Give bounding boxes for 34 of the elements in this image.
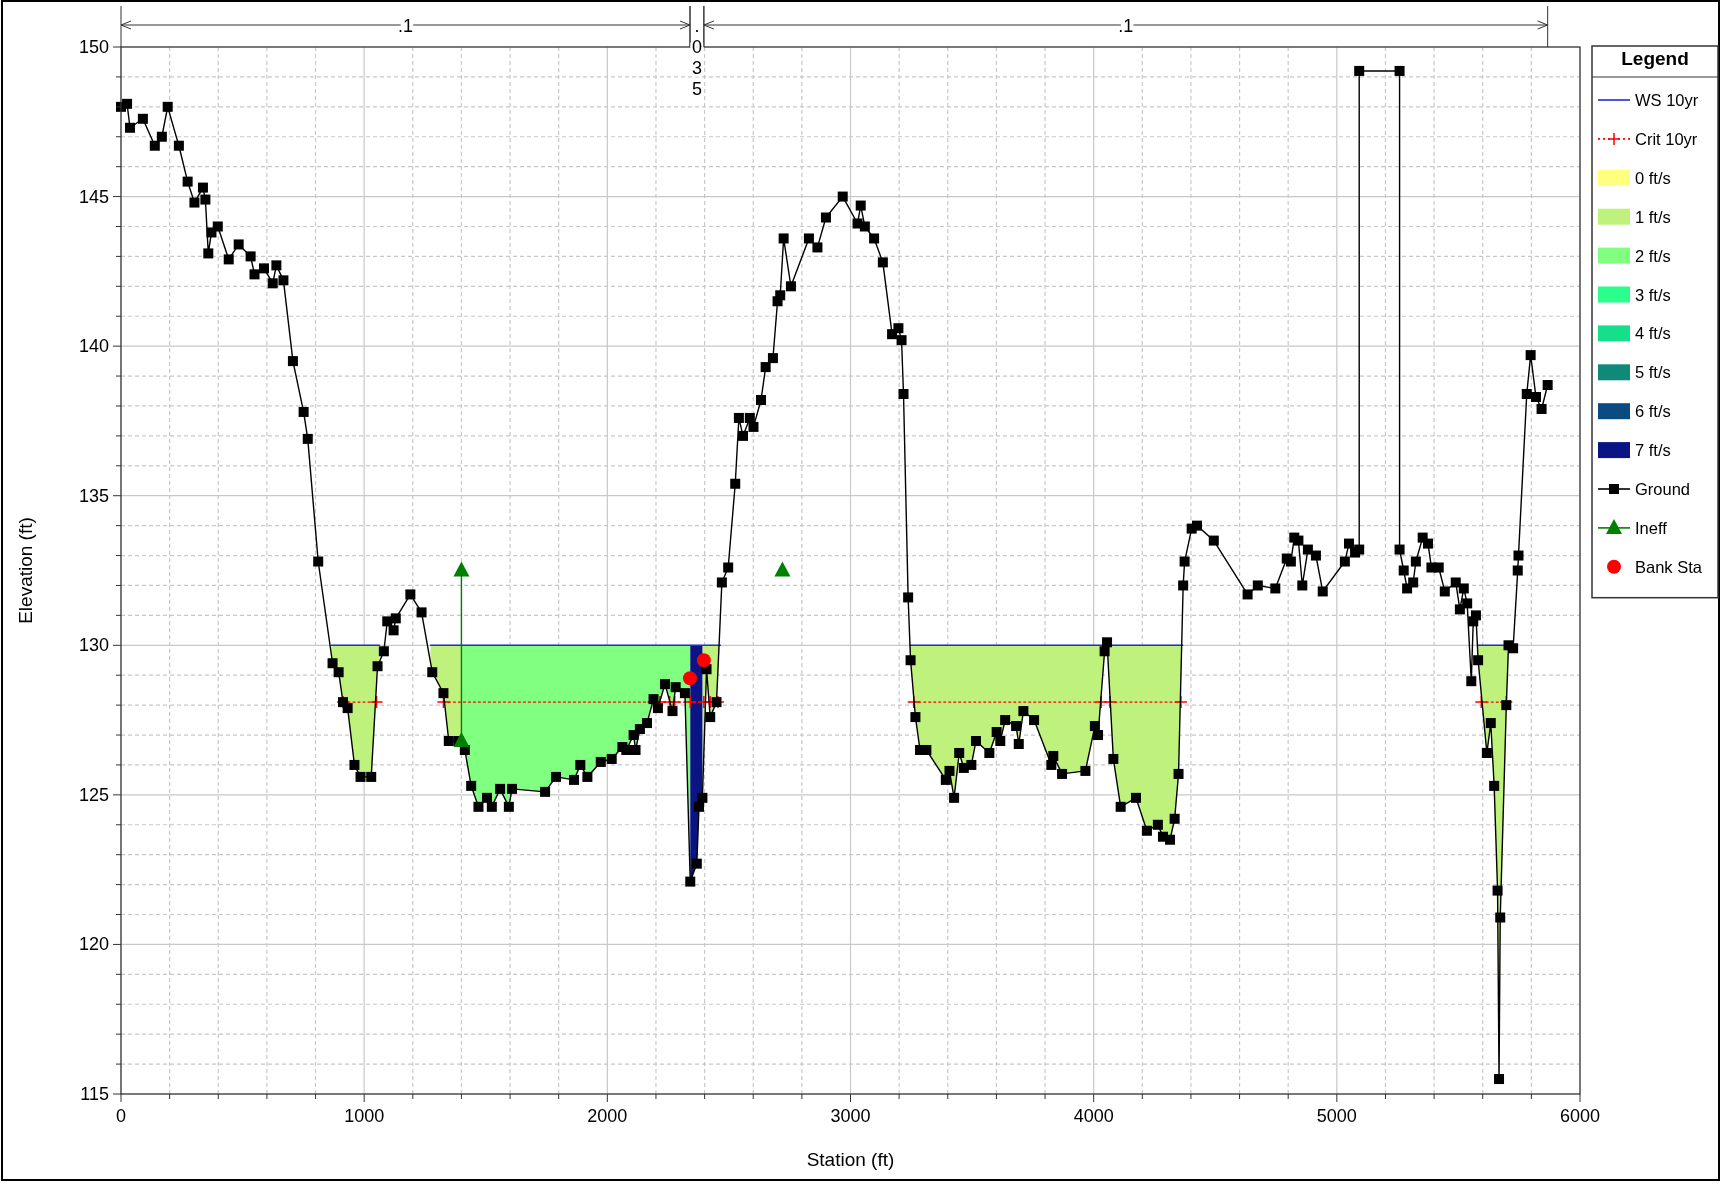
y-tick-label: 140 [78,336,109,357]
legend-title: Legend [1621,48,1689,69]
y-tick-label: 115 [80,1084,109,1104]
x-tick-label: 6000 [1559,1106,1601,1126]
x-tick-label: 4000 [1073,1106,1114,1126]
x-tick-label: 3000 [830,1106,871,1126]
legend-label: Crit 10yr [1635,129,1698,148]
legend-label: 2 ft/s [1635,246,1671,265]
legend-label: 7 ft/s [1635,441,1671,460]
legend-label: 4 ft/s [1635,324,1671,343]
y-tick-label: 135 [78,485,109,506]
legend-label: WS 10yr [1635,91,1699,109]
text: .1 [1118,16,1134,36]
x-axis-title: Station (ft) [806,1149,895,1170]
x-tick-label: 0 [115,1106,127,1126]
y-tick-label: 125 [78,784,109,805]
legend-label: Ineff [1635,518,1668,537]
text: .1 [398,16,414,36]
legend-label: 0 ft/s [1635,168,1671,187]
y-tick-label: 130 [78,635,109,656]
legend-label: 3 ft/s [1635,285,1671,304]
legend-label: 1 ft/s [1635,207,1671,226]
legend-label: 5 ft/s [1635,363,1671,382]
annotation: .035 [691,16,702,99]
x-tick-label: 1000 [344,1106,385,1126]
legend-label: Ground [1635,480,1691,498]
legend-label: Bank Sta [1635,557,1703,576]
legend-label: 6 ft/s [1635,402,1671,421]
x-tick-label: 2000 [587,1106,628,1126]
y-tick-label: 120 [78,934,109,955]
y-axis-title: Elevation (ft) [15,517,36,624]
y-tick-label: 150 [78,37,109,57]
y-tick-label: 145 [78,186,109,207]
x-tick-label: 5000 [1316,1106,1357,1126]
